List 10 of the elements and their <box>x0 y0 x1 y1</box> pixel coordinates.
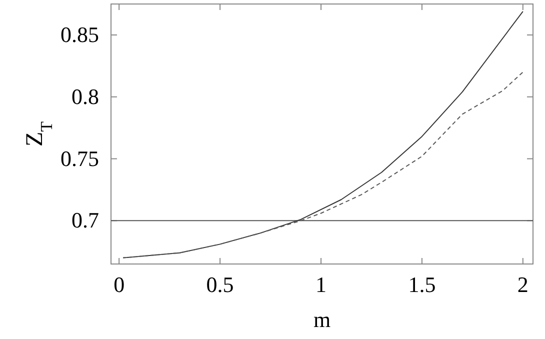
y-tick-label: 0.7 <box>72 208 99 233</box>
x-tick-label: 0 <box>114 272 125 297</box>
y-tick-label: 0.85 <box>60 22 99 47</box>
y-tick-label: 0.8 <box>72 84 99 109</box>
y-tick-label: 0.75 <box>60 146 99 171</box>
x-tick-label: 2 <box>517 272 528 297</box>
x-tick-label: 1.5 <box>408 272 436 297</box>
x-tick-label: 0.5 <box>206 272 234 297</box>
x-axis-title: m <box>313 307 331 332</box>
x-tick-label: 1 <box>315 272 326 297</box>
